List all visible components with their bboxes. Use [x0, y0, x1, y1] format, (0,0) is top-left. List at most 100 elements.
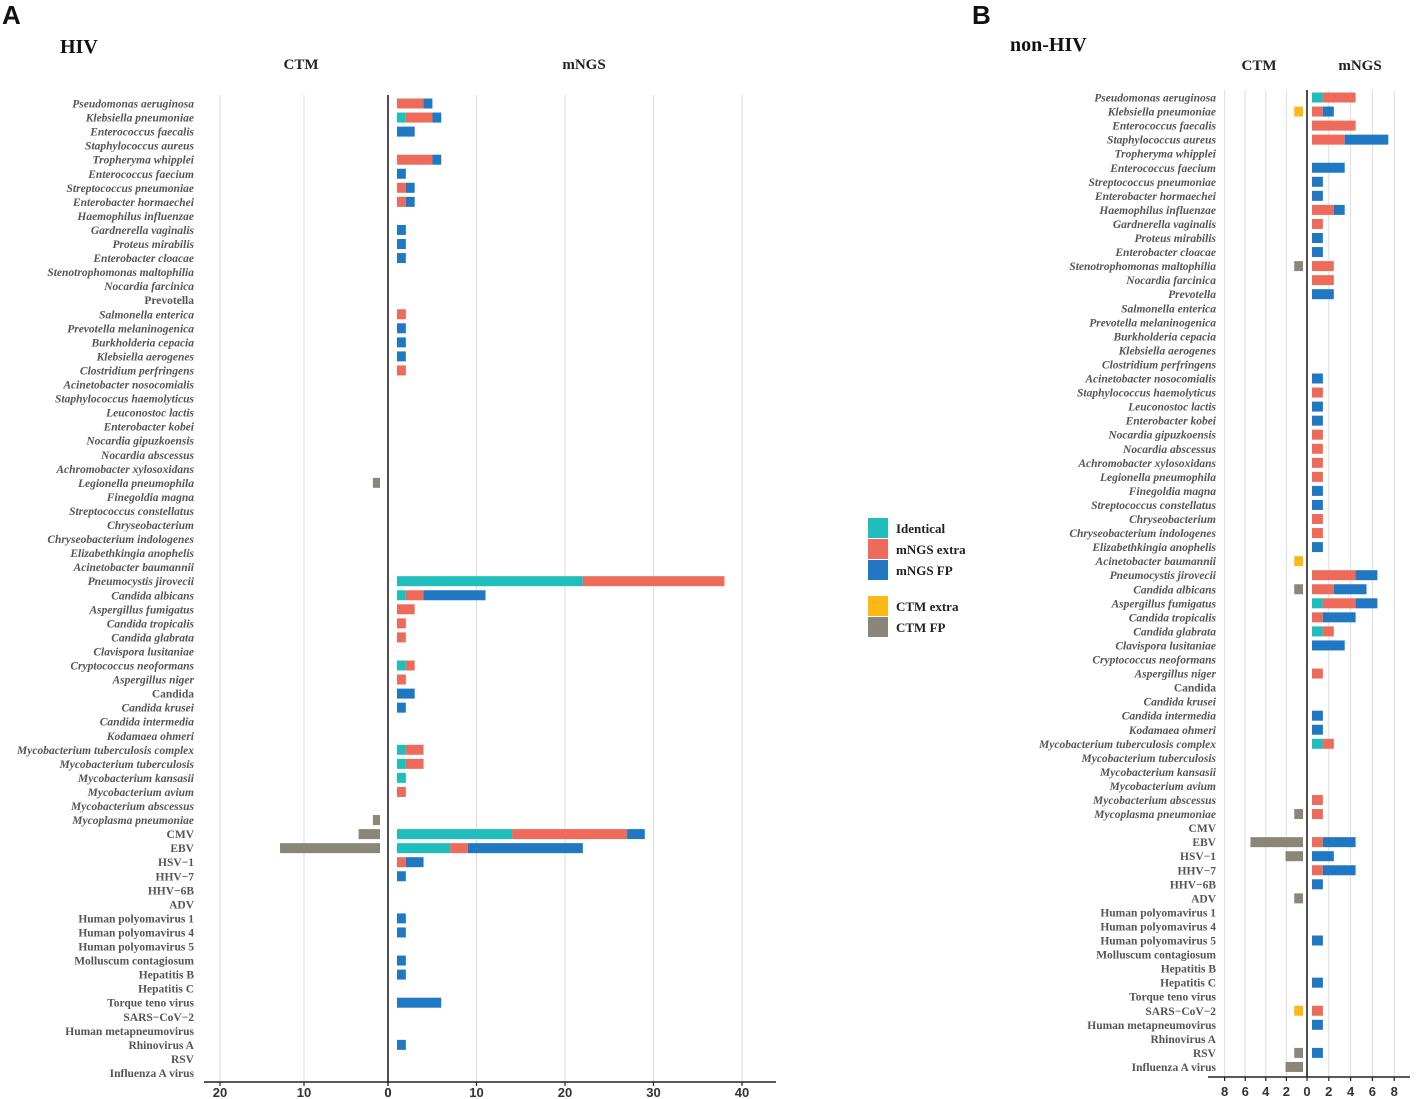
panel-b-category-label: Proteus mirabilis: [1135, 233, 1217, 245]
panel-a-category-label: Finegoldia magna: [106, 492, 194, 504]
panel-a-bar-mngs-fp: [397, 351, 406, 362]
panel-a-bar-mngs-extra: [405, 758, 424, 769]
panel-a-category-label: Hepatitis C: [138, 984, 194, 996]
panel-a-category-label: Elizabethkingia anophelis: [69, 548, 194, 560]
panel-a-category-label: Nocardia gipuzkoensis: [85, 436, 194, 448]
panel-b-category-label: SARS−CoV−2: [1145, 1006, 1216, 1018]
panel-b-bar-mngs-fp: [1312, 710, 1323, 721]
panel-b-bar-mngs-extra: [1312, 528, 1323, 539]
panel-b-bar-mngs-extra: [1312, 471, 1323, 482]
legend-swatch-ctm-extra: [868, 596, 888, 616]
panel-a-category-label: Cryptococcus neoformans: [70, 661, 194, 673]
panel-a-mngs-tick-label: 10: [469, 1085, 483, 1099]
panel-b-category-label: EBV: [1192, 837, 1216, 849]
panel-a-category-label: Enterococcus faecium: [87, 169, 194, 181]
panel-b-bar-mngs-fp: [1312, 162, 1345, 173]
panel-a-bar-mngs-fp: [397, 871, 406, 882]
panel-b-bar-mngs-fp: [1312, 1047, 1323, 1058]
panel-a-bar-identical: [397, 576, 583, 587]
panel-a-bar-ctm-fp: [358, 829, 380, 840]
panel-a-bar-mngs-fp: [397, 688, 415, 699]
panel-b-category-label: Leuconostoc lactis: [1127, 402, 1216, 414]
panel-b-category-label: Pneumocystis jirovecii: [1110, 570, 1217, 582]
panel-a-category-label: Leuconostoc lactis: [105, 408, 194, 420]
panel-b-bar-ctm-fp: [1285, 851, 1303, 862]
legend-swatch-mngs-fp: [868, 560, 888, 580]
panel-b-category-label: Nocardia farcinica: [1125, 275, 1216, 287]
panel-b-bar-ctm-fp: [1294, 261, 1303, 272]
legend-swatch-ctm-fp: [868, 617, 888, 637]
panel-b-bar-mngs-fp: [1312, 176, 1323, 187]
panel-b-mngs-tick-label: 4: [1347, 1084, 1355, 1099]
panel-a-category-label: HHV−6B: [148, 885, 194, 897]
panel-b-category-label: Achromobacter xylosoxidans: [1077, 458, 1216, 470]
panel-a-mngs-tick-label: 0: [384, 1085, 391, 1099]
panel-a-category-label: Pseudomonas aeruginosa: [72, 99, 194, 111]
panel-b-bar-mngs-extra: [1312, 795, 1323, 805]
panel-a-category-label: Mycobacterium avium: [87, 787, 194, 799]
panel-a-category-label: Gardnerella vaginalis: [91, 225, 195, 237]
panel-a-category-label: Salmonella enterica: [99, 309, 194, 321]
panel-a-category-label: Human polyomavirus 4: [78, 927, 194, 939]
panel-b-bar-mngs-fp: [1312, 935, 1323, 946]
panel-a-category-label: Enterococcus faecalis: [89, 127, 194, 139]
panel-b-mngs-tick-label: 2: [1325, 1084, 1332, 1099]
panel-b-bar-mngs-fp: [1322, 612, 1356, 623]
panel-b-category-label: CMV: [1189, 823, 1217, 835]
panel-b-bar-mngs-extra: [1312, 261, 1334, 272]
panel-b-bar-mngs-fp: [1312, 485, 1323, 496]
panel-a-bar-mngs-extra: [397, 786, 406, 797]
panel-a-category-label: HSV−1: [158, 857, 194, 869]
panel-b-bar-mngs-extra: [1312, 120, 1356, 131]
panel-b-mngs-header: mNGS: [1338, 58, 1381, 74]
panel-a-category-label: Enterobacter hormaechei: [72, 197, 195, 209]
panel-b-category-label: Streptococcus pneumoniae: [1089, 177, 1216, 189]
panel-b-category-label: HSV−1: [1180, 851, 1216, 863]
panel-a-category-label: SARS−CoV−2: [123, 1012, 194, 1024]
panel-a-category-label: EBV: [170, 843, 194, 855]
panel-b-category-label: Candida tropicalis: [1129, 612, 1217, 624]
panel-b-bar-mngs-extra: [1322, 92, 1356, 103]
panel-b-bar-mngs-extra: [1312, 584, 1334, 595]
panel-b-ctm-header: CTM: [1242, 58, 1277, 74]
panel-b-bar-identical: [1312, 598, 1323, 609]
panel-b-bar-mngs-extra: [1312, 514, 1323, 524]
panel-b-category-label: Klebsiella pneumoniae: [1107, 107, 1216, 119]
panel-b-category-label: Nocardia abscessus: [1122, 444, 1216, 456]
panel-b-bar-mngs-fp: [1333, 584, 1367, 595]
panel-a-category-label: Staphylococcus haemolyticus: [55, 394, 194, 406]
panel-b-category-label: Torque teno virus: [1129, 992, 1216, 1004]
panel-a-category-label: Hepatitis B: [139, 970, 195, 982]
panel-a-bar-identical: [397, 660, 406, 671]
panel-b-bar-identical: [1312, 738, 1323, 749]
panel-b-category-label: Chryseobacterium indologenes: [1069, 528, 1216, 540]
panel-b-bar-ctm-fp: [1285, 1061, 1303, 1072]
panel-b-category-label: Cryptococcus neoformans: [1092, 655, 1216, 667]
panel-a-bar-identical: [397, 744, 406, 755]
panel-b-bar-mngs-extra: [1312, 443, 1323, 454]
panel-b-category-label: Candida krusei: [1143, 697, 1216, 709]
panel-a-category-label: Human polyomavirus 1: [78, 913, 194, 925]
panel-b-category-label: Aspergillus fumigatus: [1111, 598, 1217, 610]
panel-a-category-label: Legionella pneumophila: [77, 478, 194, 490]
panel-a-bar-mngs-extra: [397, 604, 415, 615]
legend-label-identical: Identical: [896, 521, 946, 536]
panel-a-bar-ctm-fp: [372, 477, 380, 488]
panel-a-category-label: Acinetobacter baumannii: [73, 562, 195, 574]
panel-a-bar-mngs-fp: [397, 253, 406, 264]
panel-a-bar-mngs-fp: [397, 997, 442, 1008]
panel-b-bar-mngs-extra: [1312, 106, 1323, 117]
panel-a-category-label: Human metapneumovirus: [65, 1026, 194, 1038]
panel-a-category-label: Burkholderia cepacia: [90, 337, 194, 349]
panel-b-bar-mngs-fp: [1312, 499, 1323, 510]
panel-a-bar-mngs-fp: [432, 112, 442, 123]
legend: Identical mNGS extra mNGS FP CTM extra C…: [868, 518, 966, 637]
panel-b-bar-ctm-fp: [1294, 893, 1303, 904]
panel-a-category-label: Molluscum contagiosum: [74, 956, 194, 968]
panel-b-category-label: HHV−7: [1178, 865, 1217, 877]
panel-a-category-label: Klebsiella pneumoniae: [85, 113, 194, 125]
panel-a-ctm-tick-label: 20: [213, 1085, 227, 1099]
panel-b-bar-mngs-extra: [1312, 668, 1323, 679]
panel-a-category-label: Candida krusei: [121, 703, 194, 715]
